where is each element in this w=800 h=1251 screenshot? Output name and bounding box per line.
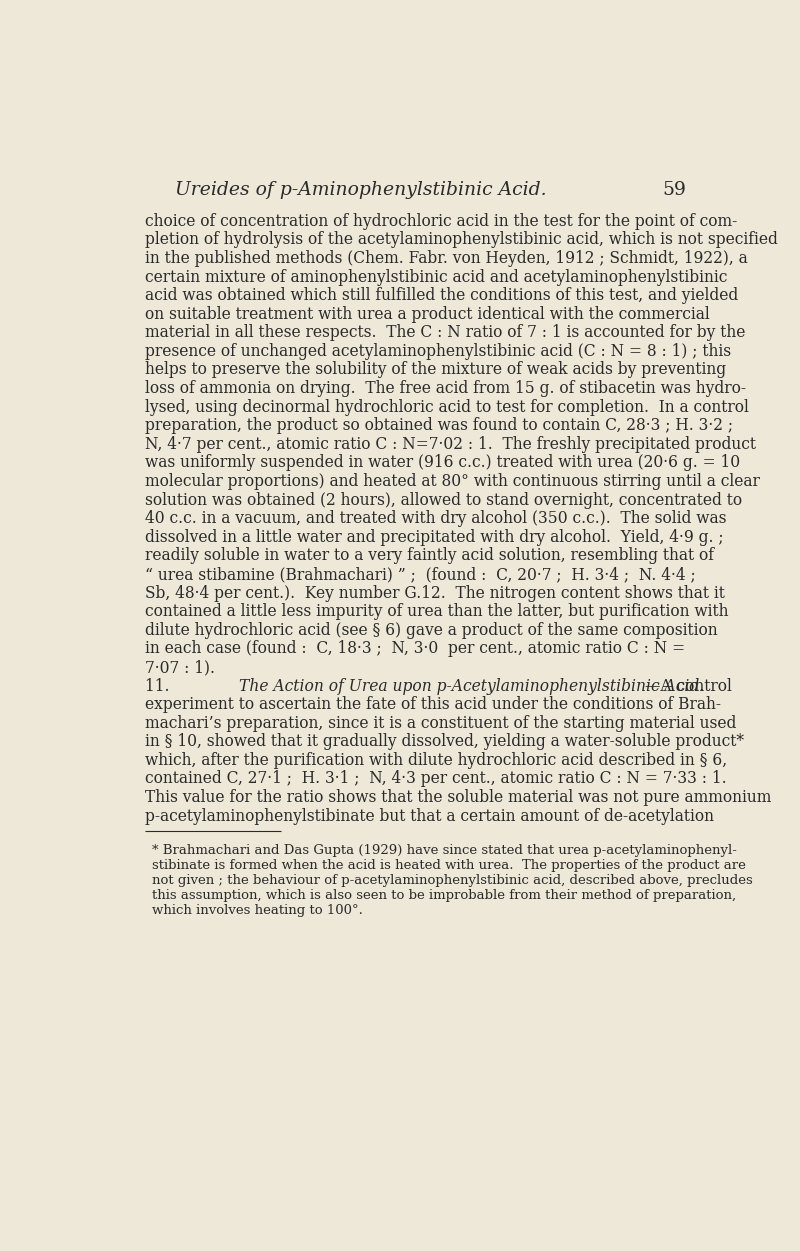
Text: contained a little less impurity of urea than the latter, but purification with: contained a little less impurity of urea…	[145, 603, 728, 620]
Text: in the published methods (Chem. Fabr. von Heyden, 1912 ; Schmidt, 1922), a: in the published methods (Chem. Fabr. vo…	[145, 250, 747, 266]
Text: dilute hydrochloric acid (see § 6) gave a product of the same composition: dilute hydrochloric acid (see § 6) gave …	[145, 622, 718, 639]
Text: on suitable treatment with urea a product identical with the commercial: on suitable treatment with urea a produc…	[145, 305, 710, 323]
Text: in each case (found :  C, 18·3 ;  N, 3·0  per cent., atomic ratio C : N =: in each case (found : C, 18·3 ; N, 3·0 p…	[145, 641, 685, 657]
Text: which involves heating to 100°.: which involves heating to 100°.	[152, 904, 363, 917]
Text: pletion of hydrolysis of the acetylaminophenylstibinic acid, which is not specif: pletion of hydrolysis of the acetylamino…	[145, 231, 778, 249]
Text: stibinate is formed when the acid is heated with urea.  The properties of the pr: stibinate is formed when the acid is hea…	[152, 858, 746, 872]
Text: in § 10, showed that it gradually dissolved, yielding a water-soluble product*: in § 10, showed that it gradually dissol…	[145, 733, 744, 751]
Text: choice of concentration of hydrochloric acid in the test for the point of com-: choice of concentration of hydrochloric …	[145, 213, 737, 230]
Text: solution was obtained (2 hours), allowed to stand overnight, concentrated to: solution was obtained (2 hours), allowed…	[145, 492, 742, 509]
Text: 59: 59	[662, 181, 686, 199]
Text: material in all these respects.  The C : N ratio of 7 : 1 is accounted for by th: material in all these respects. The C : …	[145, 324, 745, 342]
Text: which, after the purification with dilute hydrochloric acid described in § 6,: which, after the purification with dilut…	[145, 752, 726, 769]
Text: 11.: 11.	[145, 678, 179, 694]
Text: lysed, using decinormal hydrochloric acid to test for completion.  In a control: lysed, using decinormal hydrochloric aci…	[145, 399, 749, 415]
Text: 7·07 : 1).: 7·07 : 1).	[145, 659, 214, 676]
Text: —A control: —A control	[646, 678, 732, 694]
Text: this assumption, which is also seen to be improbable from their method of prepar: this assumption, which is also seen to b…	[152, 889, 736, 902]
Text: presence of unchanged acetylaminophenylstibinic acid (C : N = 8 : 1) ; this: presence of unchanged acetylaminophenyls…	[145, 343, 730, 360]
Text: p-acetylaminophenylstibinate but that a certain amount of de-acetylation: p-acetylaminophenylstibinate but that a …	[145, 808, 714, 824]
Text: contained C, 27·1 ;  H. 3·1 ;  N, 4·3 per cent., atomic ratio C : N = 7·33 : 1.: contained C, 27·1 ; H. 3·1 ; N, 4·3 per …	[145, 771, 726, 787]
Text: loss of ammonia on drying.  The free acid from 15 g. of stibacetin was hydro-: loss of ammonia on drying. The free acid…	[145, 380, 746, 397]
Text: certain mixture of aminophenylstibinic acid and acetylaminophenylstibinic: certain mixture of aminophenylstibinic a…	[145, 269, 727, 285]
Text: molecular proportions) and heated at 80° with continuous stirring until a clear: molecular proportions) and heated at 80°…	[145, 473, 759, 490]
Text: readily soluble in water to a very faintly acid solution, resembling that of: readily soluble in water to a very faint…	[145, 548, 714, 564]
Text: * Brahmachari and Das Gupta (1929) have since stated that urea p-acetylaminophen: * Brahmachari and Das Gupta (1929) have …	[152, 843, 737, 857]
Text: Ureides of p-Aminophenylstibinic Acid.: Ureides of p-Aminophenylstibinic Acid.	[174, 181, 546, 199]
Text: acid was obtained which still fulfilled the conditions of this test, and yielded: acid was obtained which still fulfilled …	[145, 286, 738, 304]
Text: machari’s preparation, since it is a constituent of the starting material used: machari’s preparation, since it is a con…	[145, 714, 736, 732]
Text: N, 4·7 per cent., atomic ratio C : N=7·02 : 1.  The freshly precipitated product: N, 4·7 per cent., atomic ratio C : N=7·0…	[145, 435, 756, 453]
Text: dissolved in a little water and precipitated with dry alcohol.  Yield, 4·9 g. ;: dissolved in a little water and precipit…	[145, 529, 723, 545]
Text: Sb, 48·4 per cent.).  Key number G.12.  The nitrogen content shows that it: Sb, 48·4 per cent.). Key number G.12. Th…	[145, 584, 725, 602]
Text: experiment to ascertain the fate of this acid under the conditions of Brah-: experiment to ascertain the fate of this…	[145, 696, 721, 713]
Text: The Action of Urea upon p-Acetylaminophenylstibinic Acid.: The Action of Urea upon p-Acetylaminophe…	[238, 678, 704, 694]
Text: 40 c.c. in a vacuum, and treated with dry alcohol (350 c.c.).  The solid was: 40 c.c. in a vacuum, and treated with dr…	[145, 510, 726, 527]
Text: “ urea stibamine (Brahmachari) ” ;  (found :  C, 20·7 ;  H. 3·4 ;  N. 4·4 ;: “ urea stibamine (Brahmachari) ” ; (foun…	[145, 565, 695, 583]
Text: This value for the ratio shows that the soluble material was not pure ammonium: This value for the ratio shows that the …	[145, 789, 771, 806]
Text: preparation, the product so obtained was found to contain C, 28·3 ; H. 3·2 ;: preparation, the product so obtained was…	[145, 418, 733, 434]
Text: helps to preserve the solubility of the mixture of weak acids by preventing: helps to preserve the solubility of the …	[145, 362, 726, 379]
Text: was uniformly suspended in water (916 c.c.) treated with urea (20·6 g. = 10: was uniformly suspended in water (916 c.…	[145, 454, 740, 472]
Text: not given ; the behaviour of p-acetylaminophenylstibinic acid, described above, : not given ; the behaviour of p-acetylami…	[152, 874, 753, 887]
